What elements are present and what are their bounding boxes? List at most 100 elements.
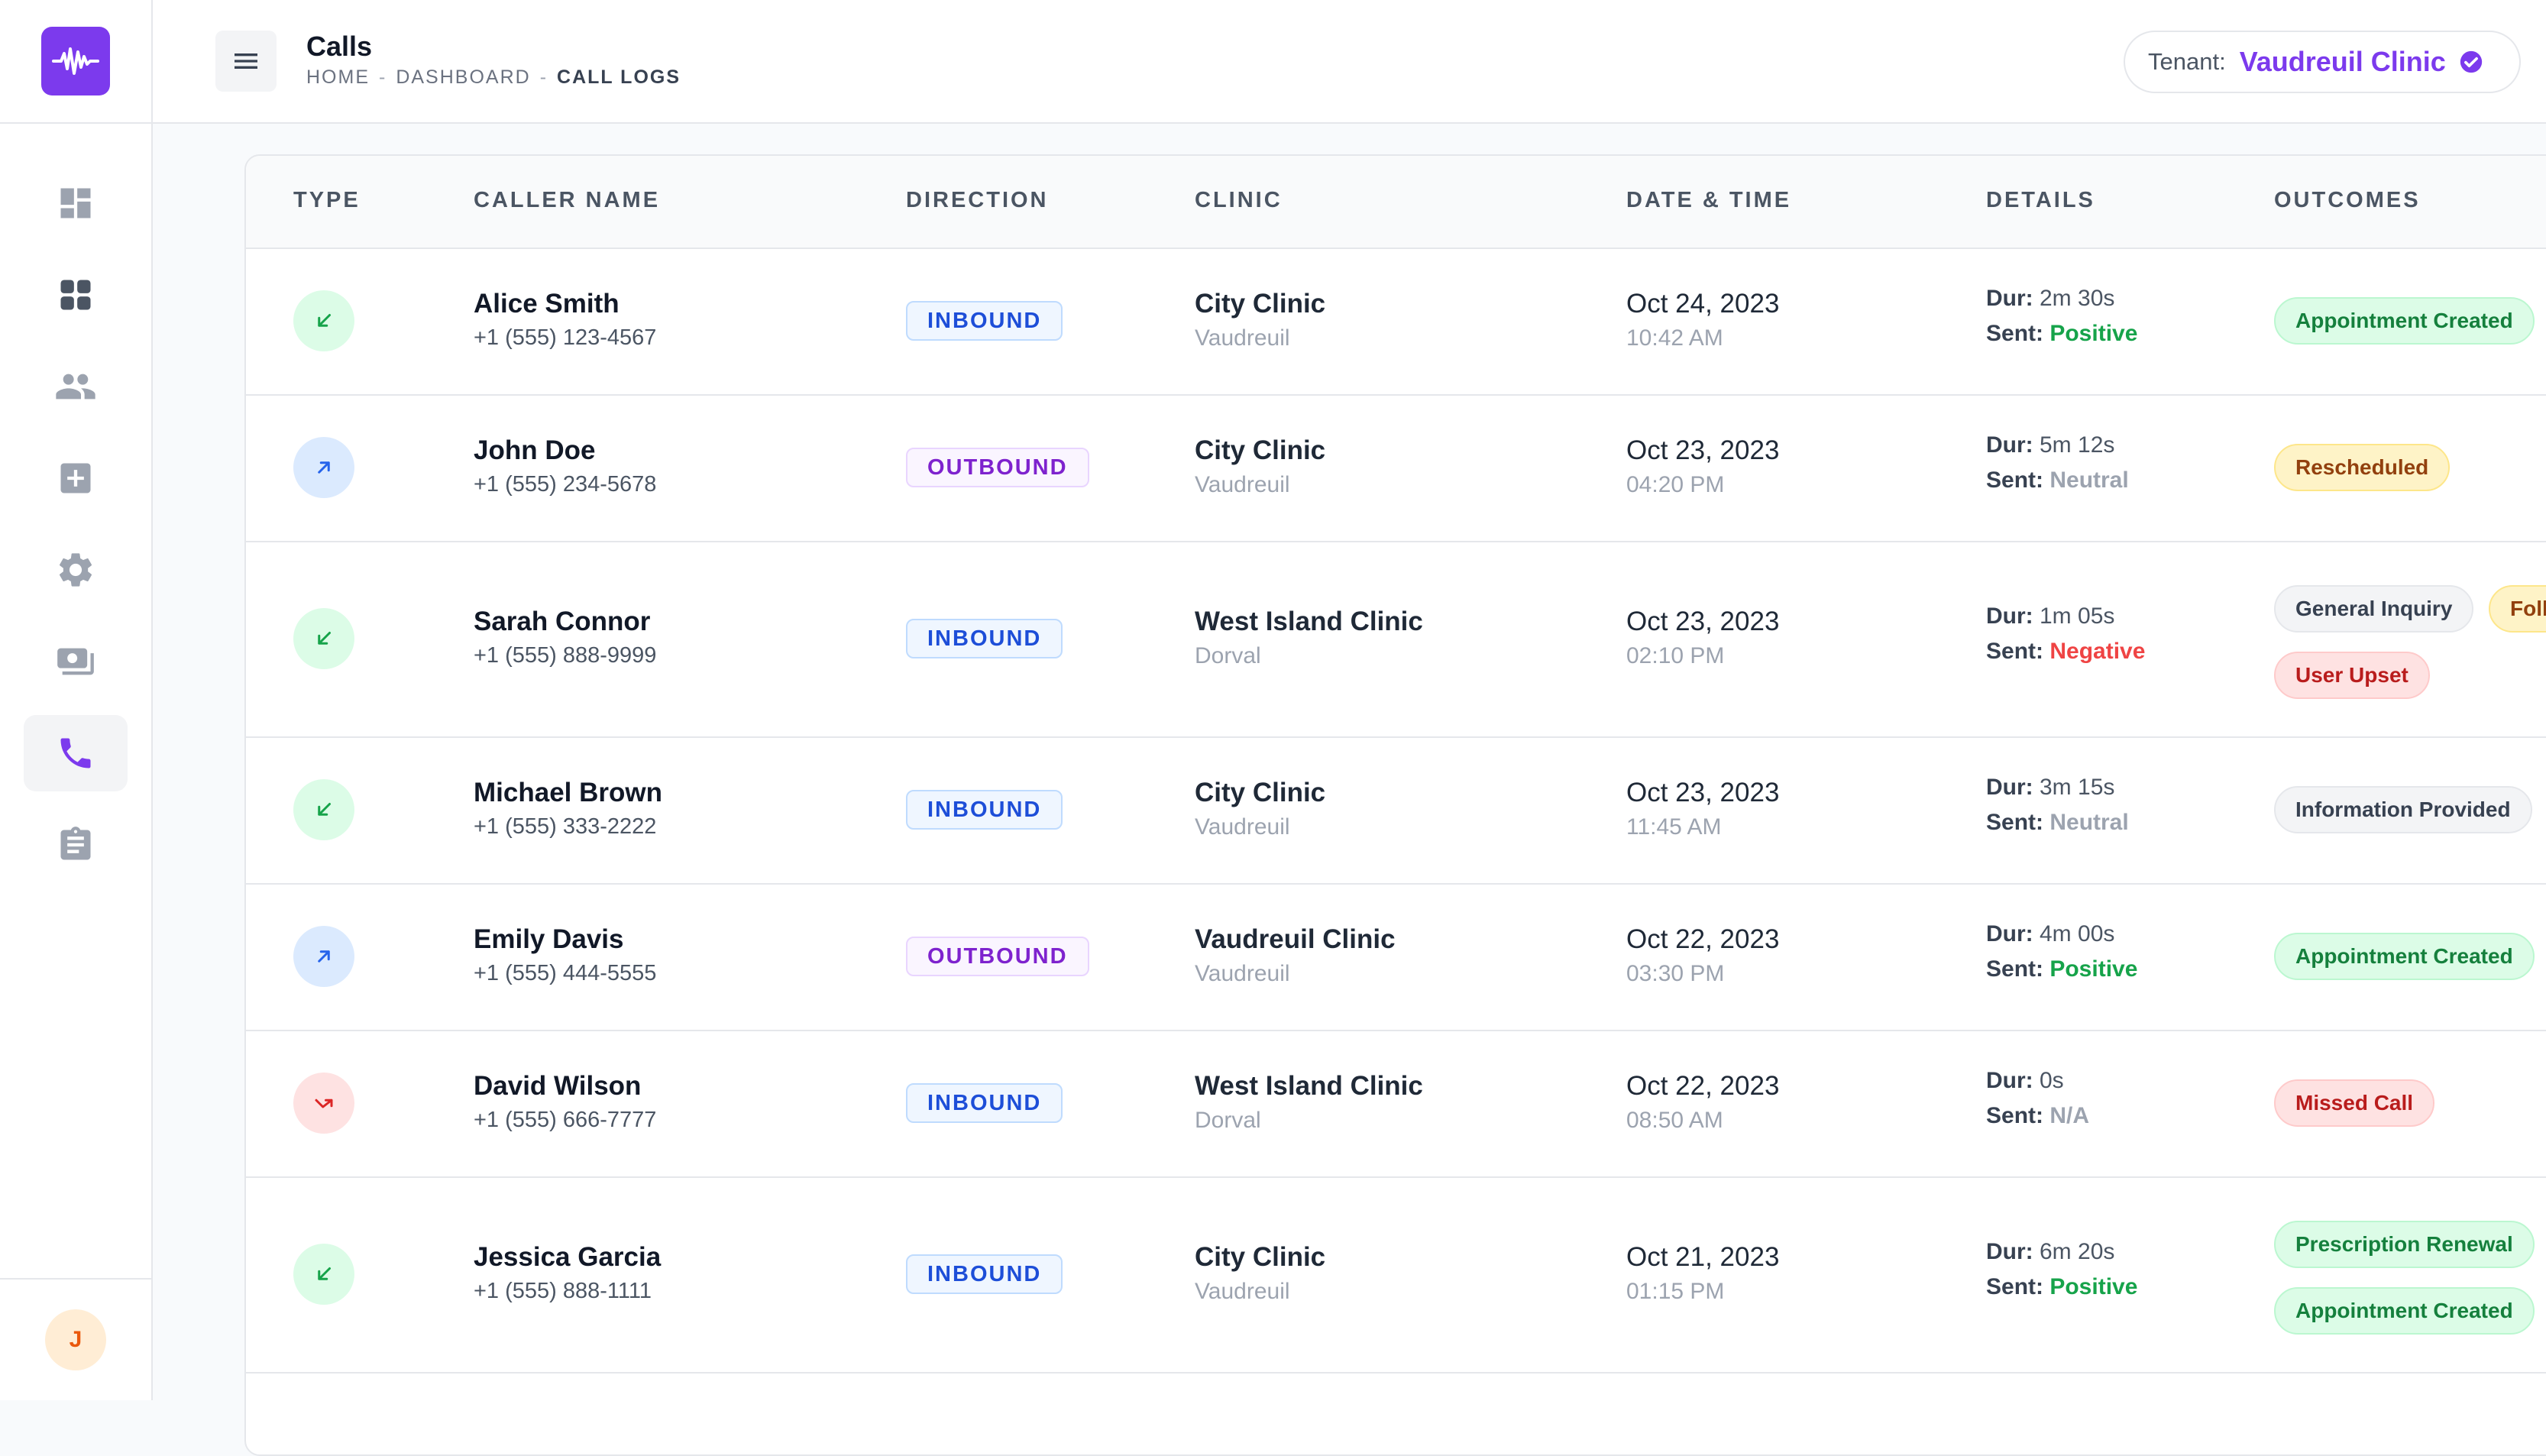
table-row[interactable]: Alice Smith +1 (555) 123-4567 INBOUND Ci… — [246, 248, 2546, 396]
call-date: Oct 23, 2023 — [1626, 607, 1780, 636]
outcomes-cell: Prescription Renewal Appointment Created — [2274, 1176, 2546, 1372]
direction-badge: OUTBOUND — [906, 937, 1089, 976]
outcome-tag: Follow-up Needed — [2489, 585, 2546, 633]
table-row[interactable]: David Wilson +1 (555) 666-7777 INBOUND W… — [246, 1030, 2546, 1178]
column-header-clinic[interactable]: CLINIC — [1195, 188, 1283, 212]
breadcrumb: HOME - DASHBOARD - CALL LOGS — [306, 66, 681, 89]
sidebar-item-calls[interactable] — [24, 715, 128, 791]
outcome-tag: Prescription Renewal — [2274, 1221, 2535, 1268]
waveform-logo-icon[interactable] — [41, 27, 110, 95]
duration-value: 1m 05s — [2040, 603, 2115, 629]
sidebar-item-billing[interactable] — [24, 623, 128, 700]
clinic-city: Vaudreuil — [1195, 1279, 1290, 1304]
caller-name[interactable]: Jessica Garcia — [474, 1242, 662, 1272]
direction-badge: INBOUND — [906, 1083, 1063, 1123]
breadcrumb-dashboard[interactable]: DASHBOARD — [396, 66, 531, 88]
duration-label: Dur: — [1986, 286, 2033, 311]
sentiment-label: Sent: — [1986, 810, 2043, 835]
sidebar: J — [0, 0, 153, 1400]
caller-name[interactable]: John Doe — [474, 435, 596, 465]
sidebar-item-dashboard[interactable] — [24, 165, 128, 241]
clinic-cell: West Island Clinic Dorval — [1195, 1071, 1423, 1134]
clinic-name: Vaudreuil Clinic — [1195, 924, 1396, 954]
outcomes-cell: Appointment Created — [2274, 248, 2546, 394]
outcomes-cell: General Inquiry Follow-up Needed User Up… — [2274, 541, 2546, 736]
direction-badge: INBOUND — [906, 1254, 1063, 1294]
sidebar-item-medical[interactable] — [24, 440, 128, 516]
caller-phone: +1 (555) 444-5555 — [474, 961, 657, 985]
table-row[interactable]: Michael Brown +1 (555) 333-2222 INBOUND … — [246, 736, 2546, 885]
column-header-direction[interactable]: DIRECTION — [906, 188, 1049, 212]
breadcrumb-separator: - — [379, 66, 387, 88]
phone-icon — [60, 738, 91, 768]
outcome-tag: General Inquiry — [2274, 585, 2474, 633]
clinic-city: Vaudreuil — [1195, 961, 1290, 986]
details-cell: Dur: 1m 05s Sent: Negative — [1986, 603, 2145, 665]
details-cell: Dur: 4m 00s Sent: Positive — [1986, 921, 2137, 982]
sentiment-label: Sent: — [1986, 321, 2043, 346]
menu-toggle-button[interactable] — [215, 31, 277, 92]
caller-cell: Alice Smith +1 (555) 123-4567 — [474, 289, 656, 351]
missed-call-icon — [293, 1073, 354, 1134]
column-header-caller-name[interactable]: CALLER NAME — [474, 188, 661, 212]
clinic-city: Vaudreuil — [1195, 325, 1290, 351]
caller-name[interactable]: Emily Davis — [474, 924, 624, 954]
duration-value: 5m 12s — [2040, 432, 2115, 458]
verified-check-icon — [2458, 49, 2484, 75]
sidebar-item-reports[interactable] — [24, 807, 128, 883]
duration-label: Dur: — [1986, 432, 2033, 458]
outcomes-cell: Appointment Created — [2274, 883, 2546, 1030]
details-cell: Dur: 5m 12s Sent: Neutral — [1986, 432, 2129, 493]
billing-icon — [57, 648, 94, 675]
column-header-outcomes[interactable]: OUTCOMES — [2274, 188, 2421, 212]
sidebar-item-apps[interactable] — [24, 257, 128, 333]
call-date: Oct 22, 2023 — [1626, 924, 1780, 954]
tenant-selector[interactable]: Tenant: Vaudreuil Clinic — [2124, 31, 2521, 93]
outcomes-cell: Rescheduled — [2274, 394, 2546, 541]
duration-value: 4m 00s — [2040, 921, 2115, 946]
column-header-details[interactable]: DETAILS — [1986, 188, 2095, 212]
table-row[interactable]: Sarah Connor +1 (555) 888-9999 INBOUND W… — [246, 541, 2546, 738]
clinic-name: City Clinic — [1195, 1242, 1326, 1272]
dashboard-icon — [60, 188, 91, 218]
clinic-name: City Clinic — [1195, 289, 1326, 319]
call-time: 10:42 AM — [1626, 325, 1723, 351]
outcomes-cell: Missed Call — [2274, 1030, 2546, 1176]
caller-phone: +1 (555) 888-1111 — [474, 1279, 652, 1303]
clinic-name: City Clinic — [1195, 435, 1326, 465]
column-header-date-time[interactable]: DATE & TIME — [1626, 188, 1792, 212]
breadcrumb-separator: - — [539, 66, 548, 88]
caller-name[interactable]: Sarah Connor — [474, 607, 651, 636]
direction-badge: INBOUND — [906, 301, 1063, 341]
sentiment-value: Positive — [2049, 1274, 2138, 1299]
duration-value: 6m 20s — [2040, 1239, 2115, 1264]
outcome-tag: Appointment Created — [2274, 1287, 2535, 1335]
duration-label: Dur: — [1986, 921, 2033, 946]
medical-plus-icon — [60, 463, 91, 493]
caller-phone: +1 (555) 234-5678 — [474, 472, 657, 497]
datetime-cell: Oct 21, 2023 01:15 PM — [1626, 1242, 1779, 1305]
clinic-name: West Island Clinic — [1195, 607, 1423, 636]
clipboard-icon — [60, 827, 91, 860]
gear-icon — [59, 553, 92, 587]
caller-name[interactable]: David Wilson — [474, 1071, 642, 1101]
table-row[interactable]: Jessica Garcia +1 (555) 888-1111 INBOUND… — [246, 1176, 2546, 1373]
sidebar-item-users[interactable] — [24, 348, 128, 425]
breadcrumb-home[interactable]: HOME — [306, 66, 370, 88]
column-header-type[interactable]: TYPE — [293, 188, 361, 212]
sentiment-value: Neutral — [2049, 468, 2129, 493]
details-cell: Dur: 0s Sent: N/A — [1986, 1068, 2089, 1129]
page-title: Calls — [306, 31, 373, 62]
caller-name[interactable]: Michael Brown — [474, 778, 662, 807]
datetime-cell: Oct 23, 2023 04:20 PM — [1626, 435, 1779, 498]
avatar[interactable]: J — [45, 1309, 106, 1370]
caller-name[interactable]: Alice Smith — [474, 289, 620, 319]
caller-cell: Jessica Garcia +1 (555) 888-1111 — [474, 1242, 661, 1304]
sentiment-value: Neutral — [2049, 810, 2129, 835]
sidebar-item-settings[interactable] — [24, 532, 128, 608]
table-row[interactable]: Emily Davis +1 (555) 444-5555 OUTBOUND V… — [246, 883, 2546, 1031]
call-time: 03:30 PM — [1626, 961, 1725, 986]
outcomes-cell: Information Provided — [2274, 736, 2546, 883]
table-row[interactable]: John Doe +1 (555) 234-5678 OUTBOUND City… — [246, 394, 2546, 542]
duration-label: Dur: — [1986, 1239, 2033, 1264]
